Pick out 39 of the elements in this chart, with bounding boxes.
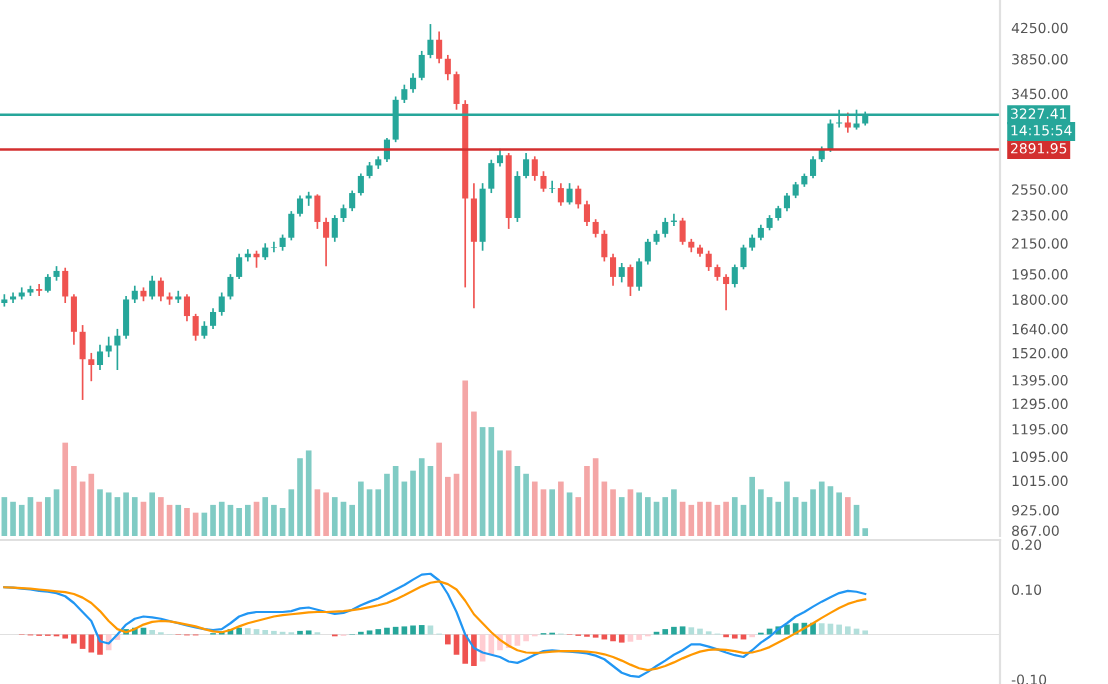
bar bbox=[149, 492, 155, 536]
bar bbox=[836, 492, 842, 536]
bar bbox=[705, 501, 712, 536]
bar bbox=[462, 380, 469, 536]
bar bbox=[36, 501, 42, 536]
bar bbox=[523, 473, 529, 536]
bar bbox=[88, 473, 95, 536]
bar bbox=[105, 492, 112, 536]
bar bbox=[262, 497, 269, 536]
bar bbox=[331, 497, 338, 536]
candlestick bbox=[540, 170, 547, 193]
bar bbox=[662, 497, 669, 536]
bar bbox=[610, 489, 616, 536]
bar bbox=[305, 450, 312, 536]
bar bbox=[218, 501, 225, 536]
bar bbox=[845, 497, 851, 536]
bar bbox=[62, 442, 69, 536]
bar bbox=[688, 504, 695, 536]
candlestick bbox=[453, 70, 460, 111]
candlestick bbox=[740, 243, 747, 271]
bar bbox=[549, 489, 555, 536]
bar bbox=[731, 497, 738, 536]
bar bbox=[723, 501, 729, 536]
bar bbox=[131, 497, 138, 536]
bar bbox=[505, 450, 512, 536]
candlestick bbox=[549, 179, 556, 194]
bar bbox=[488, 427, 495, 536]
bar bbox=[418, 458, 425, 536]
bar bbox=[184, 508, 190, 536]
bar bbox=[45, 497, 51, 536]
bar bbox=[618, 497, 625, 536]
bar bbox=[158, 497, 164, 536]
bar bbox=[175, 504, 182, 536]
bar bbox=[818, 481, 825, 536]
candlestick bbox=[270, 240, 277, 254]
bar bbox=[531, 481, 538, 536]
bar bbox=[18, 504, 25, 536]
bar bbox=[323, 492, 329, 536]
bar bbox=[558, 481, 564, 536]
